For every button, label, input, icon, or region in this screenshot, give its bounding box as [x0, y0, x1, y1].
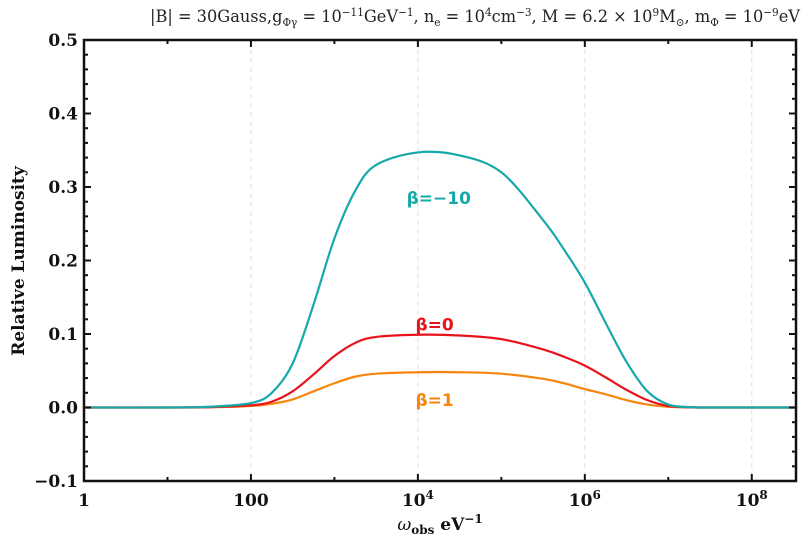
y-tick-label: 0.1	[48, 325, 78, 345]
curve-label: β=−10	[407, 189, 471, 209]
curve--10	[83, 150, 796, 409]
y-tick-label: −0.1	[34, 472, 78, 492]
x-tick-label: 100	[233, 491, 269, 511]
y-tick-label: 0.5	[48, 31, 78, 51]
curve--0	[83, 333, 796, 409]
curve-labels: β=−10 β=0 β=1	[407, 189, 471, 411]
chart-title: |B| = 30Gauss,gΦγ = 10−11GeV−1, ne = 104…	[150, 6, 801, 29]
x-tick-label: 108	[736, 488, 768, 511]
x-tick-label: 106	[569, 488, 601, 511]
x-tick-label: 104	[402, 488, 434, 511]
y-tick-label: 0.4	[48, 105, 78, 125]
grid-lines	[250, 40, 753, 481]
y-tick-label: 0.2	[48, 252, 78, 272]
x-tick-labels: 1 100 104 106 108	[78, 488, 768, 511]
x-tick-label: 1	[78, 491, 90, 511]
y-tick-label: 0.0	[48, 399, 78, 419]
plot-frame	[82, 38, 798, 483]
curve-label: β=1	[415, 391, 453, 411]
axis-ticks	[83, 39, 796, 482]
y-axis-label: Relative Luminosity	[9, 165, 29, 356]
y-tick-label: 0.3	[48, 178, 78, 198]
curve-label: β=0	[415, 315, 453, 335]
y-tick-labels: 0.5 0.4 0.3 0.2 0.1 0.0 −0.1	[34, 31, 78, 492]
data-curves	[83, 150, 796, 409]
x-axis-label: ωobs eV−1	[397, 512, 482, 537]
